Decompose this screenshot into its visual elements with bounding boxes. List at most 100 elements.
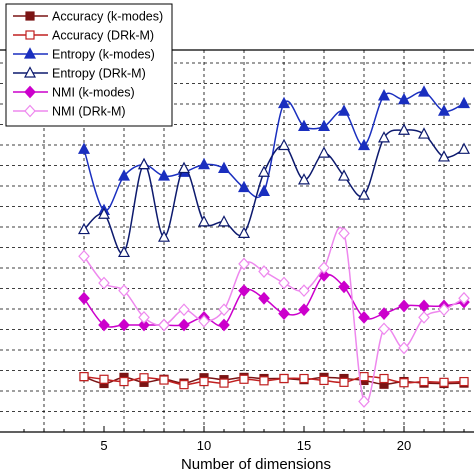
data-point-triangle	[198, 157, 210, 170]
data-point-triangle	[138, 157, 150, 170]
data-point-diamond	[338, 280, 350, 294]
data-point-diamond	[24, 104, 36, 118]
data-point-triangle	[338, 169, 350, 181]
data-point-square	[279, 373, 289, 384]
data-point-square	[119, 376, 129, 387]
data-point-diamond	[178, 318, 190, 332]
data-point-triangle	[298, 119, 310, 131]
legend-item: Accuracy (k-modes)	[13, 10, 163, 24]
x-axis-label: Number of dimensions	[181, 456, 331, 473]
data-point-diamond	[358, 395, 370, 408]
data-point-diamond	[458, 291, 470, 305]
legend-item: Entropy (k-modes)	[13, 47, 155, 62]
data-point-triangle	[118, 169, 130, 181]
data-point-triangle	[318, 119, 330, 131]
legend-label: Accuracy (DRk-M)	[52, 29, 154, 43]
data-point-triangle	[118, 245, 130, 258]
data-point-square	[439, 377, 449, 387]
data-point-diamond	[158, 318, 170, 332]
data-point-triangle	[358, 138, 370, 151]
data-point-diamond	[178, 303, 190, 317]
data-point-diamond	[218, 318, 230, 332]
data-point-square	[219, 378, 229, 388]
data-point-triangle	[178, 161, 190, 174]
data-point-diamond	[78, 249, 90, 263]
x-tick-labels: 5 10 15 20	[100, 438, 411, 453]
legend-label: NMI (k-modes)	[52, 86, 135, 100]
data-point-triangle	[158, 169, 170, 181]
data-point-diamond	[378, 307, 390, 320]
data-point-diamond	[24, 85, 36, 99]
data-point-square	[99, 374, 109, 384]
legend-label: Accuracy (k-modes)	[52, 10, 163, 24]
data-point-diamond	[138, 318, 150, 332]
data-point-diamond	[358, 311, 370, 324]
data-point-square	[159, 375, 169, 385]
data-point-diamond	[118, 284, 130, 298]
data-point-square	[79, 372, 89, 382]
legend-box	[5, 3, 173, 127]
data-point-square	[179, 380, 189, 390]
data-point-triangle	[198, 215, 210, 227]
data-point-square	[25, 30, 35, 40]
legend-label: Entropy (DRk-M)	[52, 67, 146, 81]
legend-item: NMI (k-modes)	[13, 86, 135, 100]
data-point-triangle	[24, 47, 36, 59]
data-point-square	[139, 373, 149, 383]
data-point-triangle	[418, 85, 430, 97]
data-point-triangle	[158, 230, 170, 242]
series-group	[79, 372, 469, 390]
data-point-triangle	[258, 184, 270, 196]
data-point-triangle	[358, 188, 370, 200]
legend-label: Entropy (k-modes)	[52, 48, 155, 62]
data-point-square	[259, 376, 269, 386]
data-point-diamond	[438, 303, 450, 317]
data-point-diamond	[378, 322, 390, 336]
data-point-triangle	[398, 123, 410, 135]
data-point-square	[399, 378, 409, 388]
data-point-diamond	[238, 257, 250, 271]
x-tick-label: 20	[397, 438, 411, 453]
data-point-triangle	[398, 92, 410, 105]
legend-label: NMI (DRk-M)	[52, 105, 126, 119]
series-lines	[78, 85, 470, 408]
data-point-triangle	[298, 173, 310, 185]
data-point-square	[239, 374, 249, 384]
data-point-diamond	[78, 291, 90, 305]
data-point-diamond	[98, 276, 110, 290]
data-point-square	[319, 375, 329, 386]
data-point-diamond	[318, 261, 330, 275]
data-point-triangle	[278, 96, 290, 109]
data-point-square	[359, 372, 369, 382]
data-point-diamond	[98, 318, 110, 332]
data-point-triangle	[98, 207, 110, 219]
series-group	[78, 226, 470, 408]
data-point-diamond	[218, 303, 230, 317]
series-group	[78, 123, 470, 258]
data-point-diamond	[258, 291, 270, 305]
data-point-square	[459, 376, 469, 387]
data-point-square	[299, 373, 309, 384]
data-point-diamond	[118, 318, 130, 332]
x-tick-label: 15	[297, 438, 311, 453]
data-point-diamond	[338, 226, 350, 240]
data-point-diamond	[298, 303, 310, 317]
legend-item: Entropy (DRk-M)	[13, 66, 146, 81]
data-point-triangle	[218, 215, 230, 227]
data-point-triangle	[458, 142, 470, 154]
data-point-diamond	[238, 284, 250, 298]
data-point-triangle	[278, 138, 290, 151]
data-point-square	[339, 377, 349, 387]
data-point-triangle	[238, 226, 250, 238]
data-point-triangle	[378, 89, 390, 101]
data-point-triangle	[378, 131, 390, 143]
legend: Accuracy (k-modes) Accuracy (DRk-M) Entrop…	[5, 3, 173, 127]
data-point-diamond	[398, 299, 410, 313]
data-point-triangle	[238, 180, 250, 193]
data-point-diamond	[278, 307, 290, 320]
data-point-diamond	[298, 284, 310, 298]
data-point-triangle	[318, 146, 330, 158]
data-point-diamond	[418, 311, 430, 324]
legend-item: NMI (DRk-M)	[13, 105, 126, 119]
data-point-triangle	[218, 161, 230, 174]
